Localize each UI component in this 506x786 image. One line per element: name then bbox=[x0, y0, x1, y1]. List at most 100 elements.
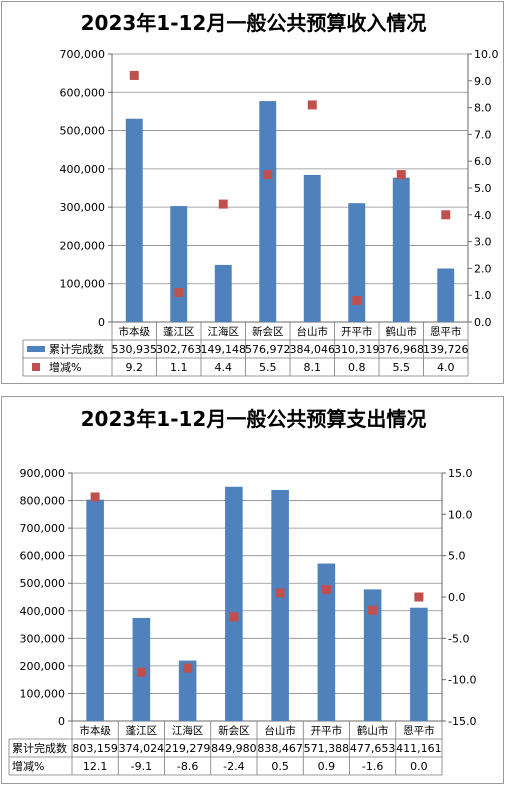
change-marker bbox=[90, 492, 100, 502]
left-axis-tick-label: 0 bbox=[98, 316, 105, 329]
right-axis-tick-label: 8.0 bbox=[474, 102, 492, 115]
x-axis-category-label: 市本级 bbox=[119, 325, 151, 338]
bar bbox=[178, 660, 197, 721]
bar bbox=[86, 499, 104, 721]
table-value-cell: 5.5 bbox=[393, 361, 411, 374]
table-value-cell: 411,161 bbox=[396, 742, 442, 755]
table-value-cell: 149,148 bbox=[201, 343, 247, 356]
change-marker bbox=[396, 170, 406, 180]
x-axis-category-label: 恩平市 bbox=[403, 724, 435, 737]
table-value-cell: 571,388 bbox=[304, 742, 350, 755]
table-value-cell: 530,935 bbox=[112, 343, 158, 356]
right-axis-tick-label: 0.0 bbox=[448, 591, 466, 604]
table-value-cell: 5.5 bbox=[259, 361, 277, 374]
left-axis-tick-label: 700,000 bbox=[60, 48, 106, 61]
x-axis-category-label: 蓬江区 bbox=[163, 326, 195, 338]
x-axis-category-label: 新会区 bbox=[252, 325, 284, 338]
legend-key-marker bbox=[32, 363, 40, 371]
x-axis-category-label: 开平市 bbox=[341, 325, 373, 338]
change-marker bbox=[307, 100, 317, 110]
change-marker bbox=[414, 592, 424, 602]
right-axis-tick-label: 15.0 bbox=[448, 467, 473, 480]
left-axis-tick-label: 600,000 bbox=[60, 86, 106, 99]
change-marker bbox=[321, 585, 331, 595]
change-marker bbox=[174, 288, 184, 298]
table-value-cell: 477,653 bbox=[350, 742, 396, 755]
x-axis-category-label: 开平市 bbox=[311, 724, 343, 737]
change-marker bbox=[352, 296, 362, 306]
bar bbox=[214, 264, 232, 322]
change-marker bbox=[229, 612, 239, 622]
left-axis-tick-label: 500,000 bbox=[60, 125, 106, 138]
legend-series-name: 增减% bbox=[49, 360, 81, 374]
bar bbox=[392, 177, 410, 322]
table-value-cell: 310,319 bbox=[334, 343, 380, 356]
left-axis-tick-label: 100,000 bbox=[60, 278, 106, 291]
right-axis-tick-label: 9.0 bbox=[474, 75, 492, 88]
x-axis-category-label: 台山市 bbox=[264, 724, 296, 737]
right-axis-tick-label: 1.0 bbox=[474, 289, 492, 302]
right-axis-tick-label: 5.0 bbox=[448, 550, 466, 563]
table-value-cell: -1.6 bbox=[362, 760, 383, 773]
x-axis-category-label: 新会区 bbox=[218, 724, 250, 737]
table-value-cell: 4.0 bbox=[437, 361, 455, 374]
left-axis-tick-label: 900,000 bbox=[20, 467, 66, 480]
table-value-cell: 374,024 bbox=[119, 742, 165, 755]
x-axis-category-label: 市本级 bbox=[79, 724, 111, 737]
table-value-cell: 803,159 bbox=[72, 742, 118, 755]
right-axis-tick-label: 6.0 bbox=[474, 155, 492, 168]
change-marker bbox=[218, 199, 228, 209]
x-axis-category-label: 恩平市 bbox=[430, 325, 462, 338]
bar bbox=[125, 118, 143, 322]
legend-key-bar bbox=[27, 346, 45, 352]
right-axis-tick-label: 0.0 bbox=[474, 316, 492, 329]
income-chart-panel: 2023年1-12月一般公共预算收入情况 0 100,000 200,000 300,0… bbox=[1, 1, 504, 384]
bar bbox=[348, 203, 366, 322]
left-axis-tick-label: 500,000 bbox=[20, 577, 66, 590]
left-axis-tick-label: 800,000 bbox=[20, 495, 66, 508]
change-marker bbox=[136, 667, 146, 677]
bar bbox=[317, 563, 336, 721]
left-axis-tick-label: 600,000 bbox=[20, 550, 66, 563]
right-axis-tick-label: 10.0 bbox=[474, 48, 499, 61]
expense-chart-panel: 2023年1-12月一般公共预算支出情况 0 100,000 200,000 300,0… bbox=[1, 396, 504, 784]
table-value-cell: 0.5 bbox=[271, 760, 289, 773]
chart-title: 2023年1-12月一般公共预算支出情况 bbox=[81, 407, 427, 431]
table-value-cell: 12.1 bbox=[83, 760, 108, 773]
table-value-cell: -9.1 bbox=[131, 760, 152, 773]
table-value-cell: -2.4 bbox=[223, 760, 244, 773]
bar bbox=[271, 489, 289, 721]
legend-series-name: 累计完成数 bbox=[49, 342, 104, 356]
right-axis-tick-label: -15.0 bbox=[448, 715, 476, 728]
change-marker bbox=[183, 663, 193, 673]
left-axis-tick-label: 300,000 bbox=[20, 632, 66, 645]
x-axis-category-label: 鹤山市 bbox=[357, 724, 389, 737]
right-axis-tick-label: 2.0 bbox=[474, 262, 492, 275]
legend-series-name: 增减% bbox=[12, 759, 44, 773]
bar bbox=[303, 174, 321, 322]
right-axis-tick-label: 5.0 bbox=[474, 182, 492, 195]
left-axis-tick-label: 700,000 bbox=[20, 522, 66, 535]
left-axis-tick-label: 400,000 bbox=[60, 163, 106, 176]
bar bbox=[363, 589, 382, 721]
left-axis-tick-label: 100,000 bbox=[20, 687, 66, 700]
x-axis-category-label: 鹤山市 bbox=[386, 325, 418, 338]
table-value-cell: 384,046 bbox=[290, 343, 336, 356]
bar bbox=[225, 486, 243, 721]
x-axis-category-label: 江海区 bbox=[172, 724, 204, 737]
table-value-cell: 1.1 bbox=[170, 361, 188, 374]
left-axis-tick-label: 200,000 bbox=[20, 660, 66, 673]
change-marker bbox=[441, 210, 451, 220]
x-axis-category-label: 台山市 bbox=[297, 325, 329, 338]
x-axis-category-label: 蓬江区 bbox=[126, 725, 158, 737]
table-value-cell: 9.2 bbox=[126, 361, 144, 374]
expense-chart: 2023年1-12月一般公共预算支出情况 0 100,000 200,000 300,0… bbox=[8, 407, 476, 776]
table-value-cell: 576,972 bbox=[245, 343, 291, 356]
right-axis-tick-label: 10.0 bbox=[448, 508, 473, 521]
table-value-cell: 4.4 bbox=[215, 361, 233, 374]
chart-title: 2023年1-12月一般公共预算收入情况 bbox=[81, 11, 427, 35]
left-axis-tick-label: 200,000 bbox=[60, 239, 106, 252]
bar bbox=[410, 607, 428, 721]
legend-series-name: 累计完成数 bbox=[12, 741, 67, 755]
table-value-cell: 0.9 bbox=[318, 760, 336, 773]
